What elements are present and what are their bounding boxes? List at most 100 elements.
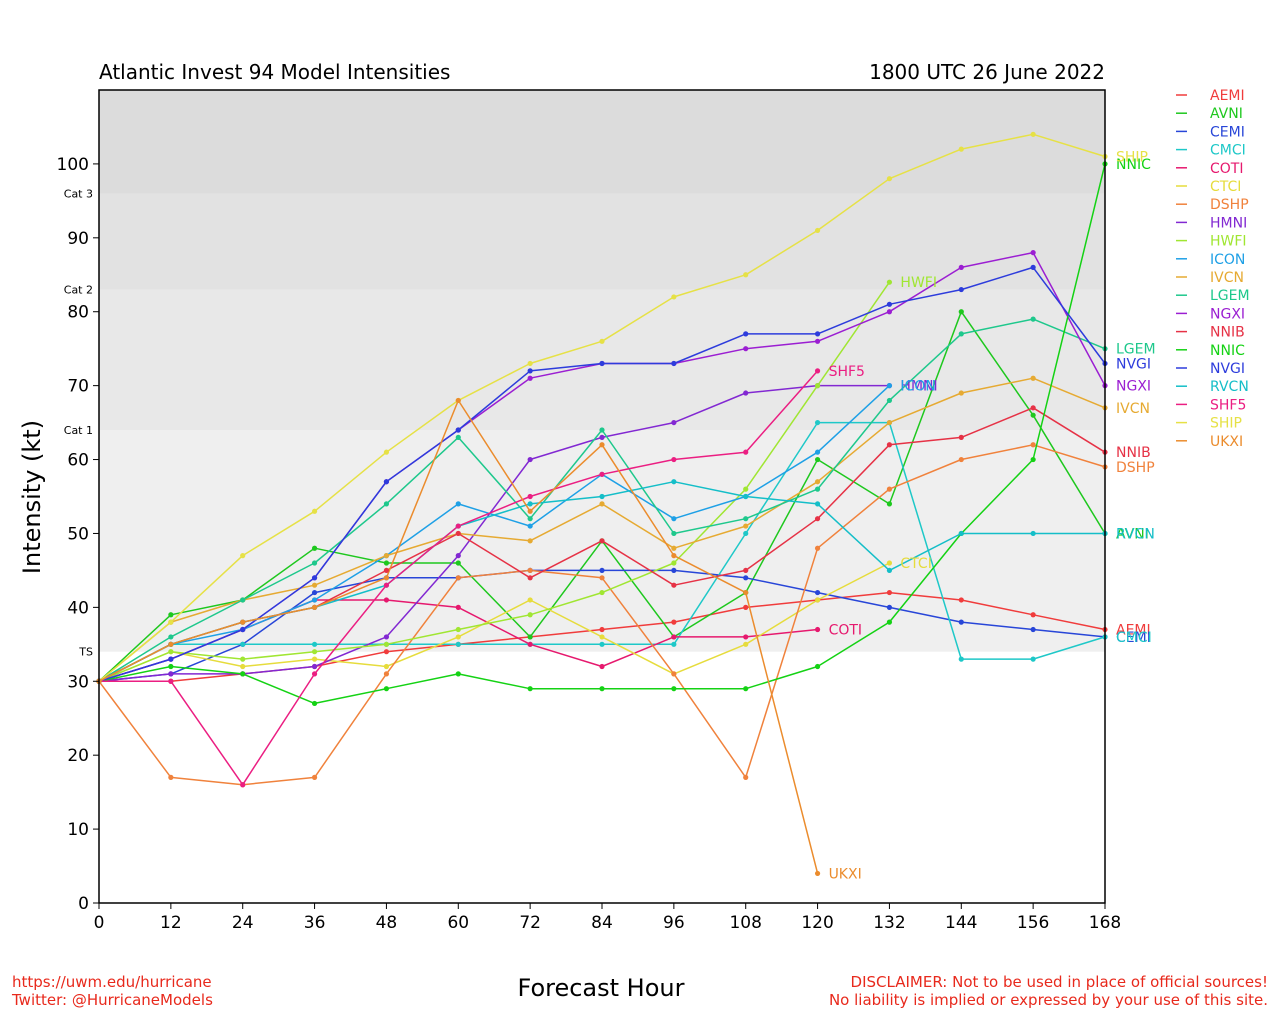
data-point-nvgi bbox=[168, 656, 174, 662]
data-point-ship bbox=[599, 338, 605, 344]
data-point-hwfi bbox=[168, 649, 174, 655]
data-point-coti bbox=[527, 641, 533, 647]
x-tick-label: 12 bbox=[160, 913, 182, 933]
data-point-cemi bbox=[814, 589, 821, 596]
end-label-cmci: CMCI bbox=[1116, 630, 1152, 646]
data-point-dshp bbox=[527, 567, 533, 574]
data-point-ship bbox=[814, 227, 821, 234]
data-point-ctci bbox=[311, 656, 318, 662]
data-point-lgem bbox=[168, 634, 174, 640]
data-point-nnib bbox=[814, 516, 821, 522]
category-bands bbox=[99, 90, 1105, 652]
legend-label-ukxi: UKXI bbox=[1210, 434, 1243, 450]
data-point-nnib bbox=[383, 567, 390, 574]
data-point-shf5 bbox=[814, 368, 821, 374]
data-point-dshp bbox=[311, 774, 318, 780]
x-tick-label: 168 bbox=[1089, 913, 1121, 933]
x-tick-label: 36 bbox=[304, 913, 326, 933]
data-point-icon bbox=[527, 523, 533, 529]
data-point-ctci bbox=[743, 641, 749, 647]
data-point-nvgi bbox=[958, 286, 964, 293]
y-tick-label: 20 bbox=[67, 746, 89, 766]
data-point-icon bbox=[886, 383, 893, 389]
data-point-hmni bbox=[599, 434, 605, 440]
y-axis-ticks: 0 10 20 30 40 50 60 70 80 90 100 bbox=[57, 155, 99, 914]
legend-label-cemi: CEMI bbox=[1210, 124, 1245, 140]
y-tick-label: 40 bbox=[67, 598, 89, 618]
x-tick-label: 60 bbox=[447, 913, 469, 933]
data-point-avni bbox=[311, 545, 318, 551]
data-point-dshp bbox=[599, 575, 605, 581]
data-point-shf5 bbox=[527, 493, 533, 500]
end-label-hmni: HMNI bbox=[900, 379, 937, 395]
data-point-icon bbox=[814, 449, 821, 455]
data-point-ship bbox=[383, 449, 390, 455]
legend-label-aemi: AEMI bbox=[1210, 88, 1245, 104]
data-point-nnib bbox=[1030, 405, 1036, 411]
data-point-lgem bbox=[886, 397, 893, 404]
end-label-icon: ICON bbox=[900, 379, 935, 395]
data-point-aemi bbox=[1030, 612, 1036, 618]
data-point-icon bbox=[455, 501, 461, 507]
chart-title: Atlantic Invest 94 Model Intensities bbox=[99, 60, 450, 84]
data-point-dshp bbox=[1030, 442, 1036, 448]
footer-url[interactable]: https://uwm.edu/hurricane bbox=[12, 973, 212, 991]
data-point-ctci bbox=[383, 663, 390, 670]
data-point-shf5 bbox=[311, 671, 318, 677]
legend-label-ship: SHIP bbox=[1210, 416, 1242, 432]
footer-disclaimer: DISCLAIMER: Not to be used in place of o… bbox=[829, 973, 1268, 1009]
data-point-lgem bbox=[311, 560, 318, 566]
data-point-rvcn bbox=[1030, 530, 1036, 537]
x-tick-label: 84 bbox=[591, 913, 613, 933]
data-point-ship bbox=[311, 508, 318, 514]
y-axis-label: Intensity (kt) bbox=[18, 420, 46, 574]
data-point-lgem bbox=[240, 597, 246, 603]
data-point-hmni bbox=[743, 390, 749, 396]
end-label-cemi: CEMI bbox=[1116, 630, 1151, 646]
data-point-dshp bbox=[958, 456, 964, 463]
data-point-lgem bbox=[527, 516, 533, 522]
data-point-cmci bbox=[671, 641, 677, 647]
data-point-hwfi bbox=[743, 486, 749, 492]
data-point-ukxi bbox=[527, 508, 533, 514]
data-point-rvcn bbox=[743, 493, 749, 500]
data-point-coti bbox=[599, 663, 605, 670]
data-point-nvgi bbox=[311, 575, 318, 581]
data-point-nnic bbox=[240, 671, 246, 677]
data-point-nnib bbox=[455, 530, 461, 537]
data-point-ukxi bbox=[311, 604, 318, 610]
data-point-hmni bbox=[311, 663, 318, 670]
data-point-ctci bbox=[455, 634, 461, 640]
data-point-ship bbox=[886, 176, 893, 182]
data-point-lgem bbox=[814, 486, 821, 492]
data-point-shf5 bbox=[743, 449, 749, 455]
end-label-rvcn: RVCN bbox=[1116, 526, 1155, 542]
category-band-label: TS bbox=[78, 646, 93, 659]
data-point-aemi bbox=[671, 619, 677, 625]
data-point-ivcn bbox=[527, 538, 533, 544]
data-point-cemi bbox=[599, 567, 605, 574]
data-point-dshp bbox=[743, 774, 749, 780]
data-point-nvgi bbox=[599, 360, 605, 367]
data-point-ctci bbox=[814, 597, 821, 603]
x-tick-label: 96 bbox=[663, 913, 685, 933]
data-point-nnic bbox=[599, 686, 605, 692]
data-point-cmci bbox=[311, 641, 318, 647]
data-point-ship bbox=[958, 146, 964, 152]
data-point-nnic bbox=[671, 686, 677, 692]
data-point-hmni bbox=[671, 419, 677, 426]
data-point-shf5 bbox=[671, 456, 677, 463]
legend-label-hwfi: HWFI bbox=[1210, 234, 1247, 250]
data-point-nnic bbox=[814, 663, 821, 670]
data-point-shf5 bbox=[455, 523, 461, 529]
end-label-ivcn: IVCN bbox=[1116, 401, 1150, 417]
data-point-cemi bbox=[671, 567, 677, 574]
data-point-coti bbox=[455, 604, 461, 610]
data-point-nnib bbox=[886, 442, 893, 448]
category-band-labels: TS Cat 1 Cat 2 Cat 3 bbox=[64, 187, 93, 658]
data-point-avni bbox=[455, 560, 461, 566]
data-point-ship bbox=[1030, 131, 1036, 137]
data-point-rvcn bbox=[958, 530, 964, 537]
footer-twitter[interactable]: Twitter: @HurricaneModels bbox=[12, 991, 213, 1009]
data-point-lgem bbox=[455, 434, 461, 440]
